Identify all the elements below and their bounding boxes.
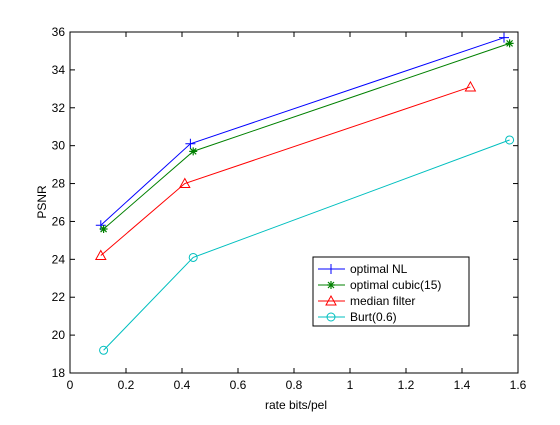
legend-entry: Burt(0.6) (318, 310, 397, 324)
series-median-filter (94, 80, 477, 261)
y-tick-label: 36 (52, 25, 66, 39)
y-tick-label: 30 (52, 139, 66, 153)
data-point (99, 225, 108, 234)
series-burt-0-6 (99, 135, 515, 355)
y-tick-label: 32 (52, 101, 66, 115)
y-tick-label: 34 (52, 63, 66, 77)
y-tick-label: 18 (52, 366, 66, 380)
legend-marker (326, 312, 336, 322)
x-tick-label: 0.4 (174, 378, 191, 392)
y-tick-label: 28 (52, 177, 66, 191)
x-tick-label: 0.8 (286, 378, 303, 392)
data-point (178, 177, 191, 189)
x-axis-label: rate bits/pel (265, 398, 327, 412)
data-point (185, 138, 196, 149)
data-point (499, 32, 509, 43)
axis-ticks: 0 0.2 0.4 0.6 0.8 1 1.2 1.4 1.6 18 20 22 24 26 28 30 32 3… (52, 25, 527, 392)
x-tick-label: 1.6 (510, 378, 527, 392)
legend-marker (325, 294, 337, 306)
legend-marker (327, 281, 335, 289)
x-tick-label: 1.4 (454, 378, 471, 392)
y-tick-label: 24 (52, 252, 66, 266)
series-line (100, 86, 471, 256)
y-tick-label: 20 (52, 328, 66, 342)
data-point (189, 147, 198, 156)
x-tick-label: 0 (67, 378, 74, 392)
y-tick-label: 26 (52, 214, 66, 228)
data-point (94, 249, 107, 261)
data-point (99, 345, 109, 355)
y-axis-label: PSNR (35, 185, 49, 219)
legend-label: median filter (350, 294, 415, 308)
legend-entry: median filter (318, 294, 415, 308)
x-tick-label: 1.2 (398, 378, 415, 392)
y-tick-label: 22 (52, 290, 66, 304)
series-line (103, 139, 510, 351)
data-point (464, 80, 477, 92)
data-point (505, 39, 514, 48)
series-optimal-cubic-15 (99, 39, 514, 234)
legend-label: optimal cubic(15) (350, 278, 441, 292)
legend-label: optimal NL (350, 262, 408, 276)
legend-label: Burt(0.6) (350, 310, 397, 324)
legend: optimal NL optimal cubic(15) median filter… (312, 256, 470, 327)
data-point (505, 135, 515, 145)
x-tick-label: 0.6 (230, 378, 247, 392)
legend-entry: optimal NL (318, 262, 408, 276)
legend-entry: optimal cubic(15) (318, 278, 441, 292)
legend-marker (326, 264, 336, 274)
series-layer (94, 32, 515, 355)
x-tick-label: 0.2 (118, 378, 135, 392)
x-tick-label: 1 (347, 378, 354, 392)
data-point (188, 252, 198, 262)
